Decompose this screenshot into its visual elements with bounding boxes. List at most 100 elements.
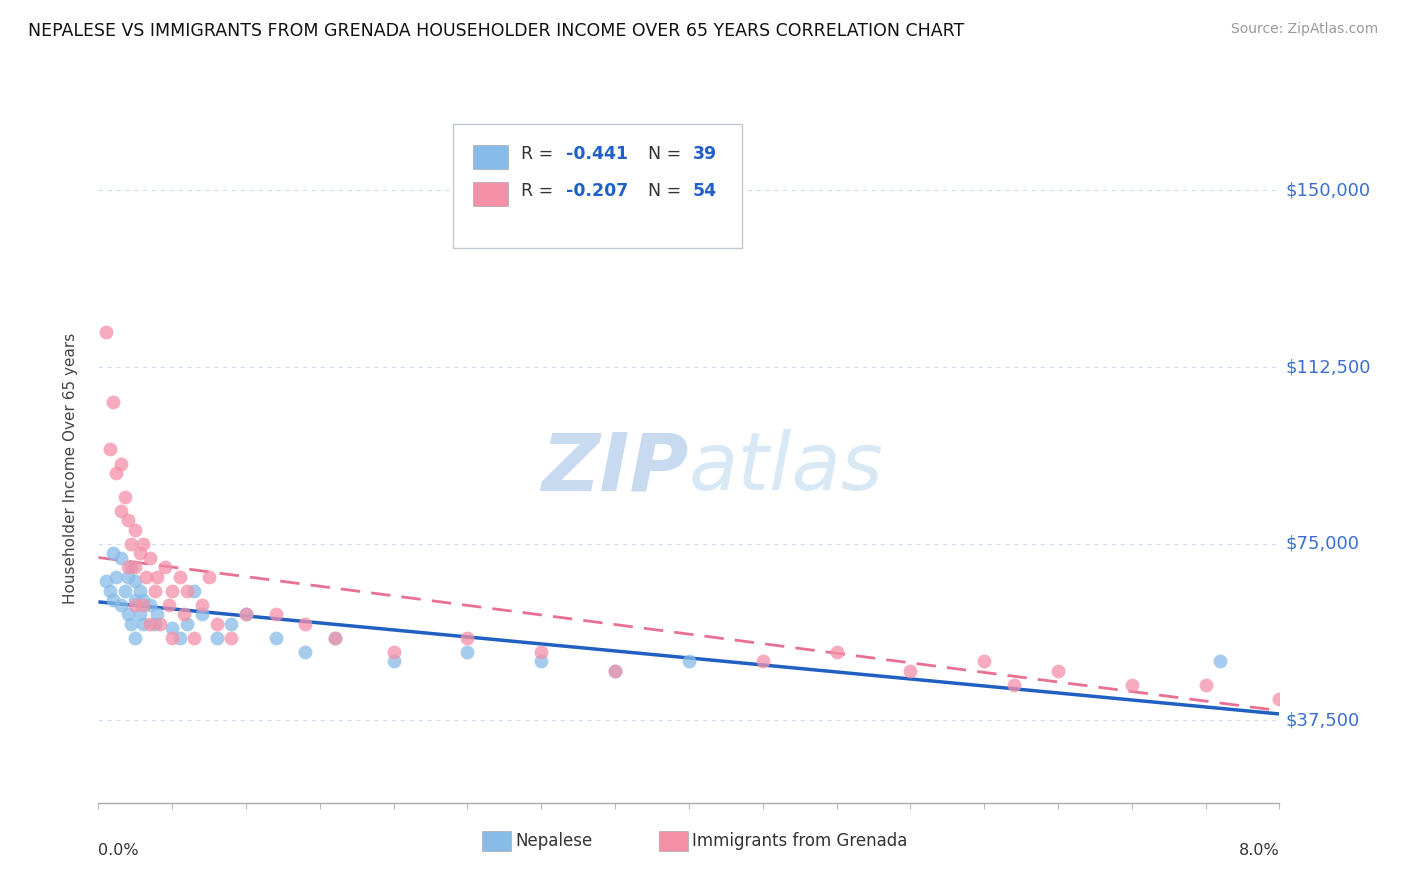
Point xyxy=(124,598,146,612)
Point xyxy=(1327,682,1350,697)
Point xyxy=(530,655,553,669)
Point xyxy=(323,631,346,645)
Point xyxy=(110,504,132,518)
Text: atlas: atlas xyxy=(689,429,884,508)
Text: 8.0%: 8.0% xyxy=(1239,843,1279,858)
Point xyxy=(143,616,166,631)
Point xyxy=(120,537,142,551)
Point xyxy=(117,560,139,574)
Point xyxy=(132,537,155,551)
Point xyxy=(198,569,221,583)
Point xyxy=(135,569,157,583)
Point xyxy=(176,616,198,631)
Point xyxy=(382,655,405,669)
Text: 54: 54 xyxy=(693,182,717,200)
Point xyxy=(94,325,117,339)
Point xyxy=(103,546,125,560)
Point xyxy=(1298,664,1320,678)
Point xyxy=(825,645,848,659)
Point xyxy=(530,645,553,659)
Point xyxy=(103,593,125,607)
Point xyxy=(132,598,155,612)
Point xyxy=(124,523,146,537)
Point xyxy=(323,631,346,645)
Point xyxy=(117,569,139,583)
Point xyxy=(98,583,121,598)
Point xyxy=(139,616,162,631)
Point xyxy=(898,664,921,678)
Point xyxy=(110,598,132,612)
Point xyxy=(190,607,214,622)
Point xyxy=(139,550,162,565)
Text: N =: N = xyxy=(637,145,686,163)
Text: ZIP: ZIP xyxy=(541,429,689,508)
Point xyxy=(110,457,132,471)
Point xyxy=(117,607,139,622)
Point xyxy=(162,631,183,645)
Text: $75,000: $75,000 xyxy=(1285,534,1360,553)
Point xyxy=(149,616,172,631)
Point xyxy=(124,574,146,589)
Point xyxy=(153,560,176,574)
Point xyxy=(190,598,214,612)
Point xyxy=(143,583,166,598)
Point xyxy=(128,583,150,598)
Text: R =: R = xyxy=(522,145,560,163)
Text: NEPALESE VS IMMIGRANTS FROM GRENADA HOUSEHOLDER INCOME OVER 65 YEARS CORRELATION: NEPALESE VS IMMIGRANTS FROM GRENADA HOUS… xyxy=(28,22,965,40)
Bar xyxy=(659,831,688,851)
Text: Nepalese: Nepalese xyxy=(516,832,592,850)
Point xyxy=(264,631,287,645)
Text: N =: N = xyxy=(637,182,686,200)
Point xyxy=(1209,655,1232,669)
Y-axis label: Householder Income Over 65 years: Householder Income Over 65 years xyxy=(63,333,77,604)
Point xyxy=(124,560,146,574)
Text: 39: 39 xyxy=(693,145,717,163)
Point xyxy=(124,631,146,645)
Point xyxy=(294,616,316,631)
Point xyxy=(94,574,117,589)
Point xyxy=(751,655,773,669)
Text: -0.207: -0.207 xyxy=(567,182,628,200)
Point xyxy=(162,583,183,598)
Point xyxy=(173,607,195,622)
Point xyxy=(124,593,146,607)
Point xyxy=(114,583,136,598)
Point xyxy=(1194,678,1216,692)
Point xyxy=(162,622,183,636)
Text: 0.0%: 0.0% xyxy=(98,843,139,858)
Text: R =: R = xyxy=(522,182,560,200)
Point xyxy=(219,631,242,645)
Bar xyxy=(472,145,508,169)
Point xyxy=(1121,678,1143,692)
Point xyxy=(235,607,257,622)
Point xyxy=(120,616,142,631)
Point xyxy=(294,645,316,659)
Text: Immigrants from Grenada: Immigrants from Grenada xyxy=(693,832,908,850)
Point xyxy=(264,607,287,622)
Point xyxy=(382,645,405,659)
Point xyxy=(1268,692,1291,706)
Point xyxy=(605,664,627,678)
Text: $112,500: $112,500 xyxy=(1285,358,1371,376)
Point xyxy=(128,546,150,560)
Text: Source: ZipAtlas.com: Source: ZipAtlas.com xyxy=(1230,22,1378,37)
Point xyxy=(456,645,478,659)
Point xyxy=(219,616,242,631)
Point xyxy=(205,631,228,645)
Point xyxy=(139,598,162,612)
Point xyxy=(117,513,139,527)
Point xyxy=(169,631,191,645)
Point xyxy=(105,569,128,583)
Point xyxy=(456,631,478,645)
Point xyxy=(128,607,150,622)
Point xyxy=(183,583,205,598)
Point xyxy=(103,395,125,409)
Point xyxy=(110,550,132,565)
Point xyxy=(678,655,700,669)
Point xyxy=(98,442,121,457)
Text: $37,500: $37,500 xyxy=(1285,711,1360,730)
Point xyxy=(176,583,198,598)
Point xyxy=(235,607,257,622)
Point xyxy=(146,569,169,583)
Bar xyxy=(472,182,508,206)
